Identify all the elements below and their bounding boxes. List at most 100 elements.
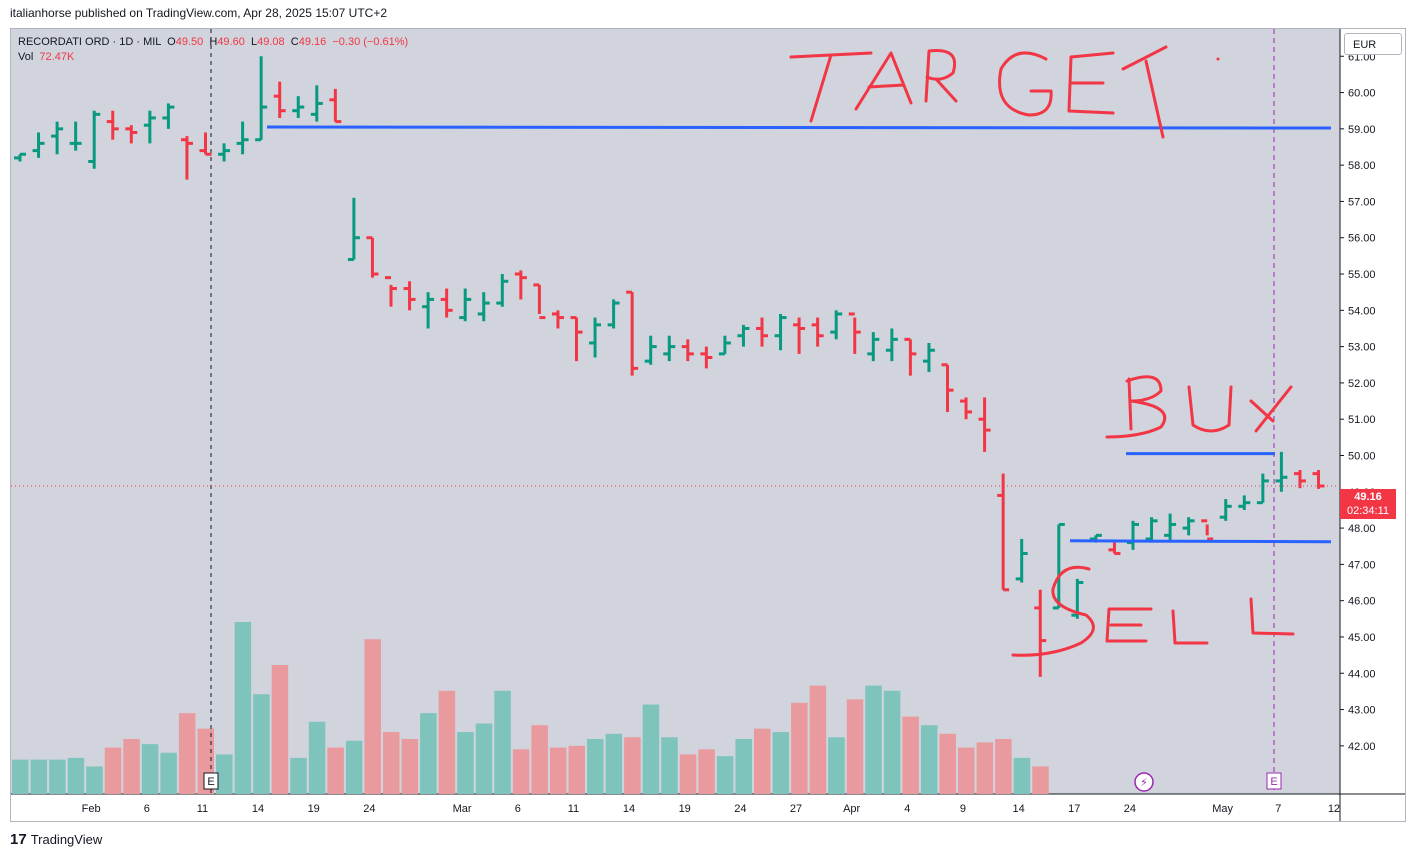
handwritten-target-text (789, 45, 1220, 139)
volume-bar (716, 756, 734, 794)
volume-bar (624, 737, 641, 794)
time-tick-label: May (1212, 803, 1233, 815)
volume-bar (512, 749, 530, 794)
ohlc-bar (514, 270, 527, 300)
ohlc-bar (607, 299, 620, 329)
volume-bar (345, 740, 363, 794)
time-tick-label: 17 (1068, 803, 1080, 815)
ohlc-bar (1293, 470, 1306, 489)
ohlc-bar (978, 397, 991, 452)
ohlc-bar (589, 317, 602, 358)
vol-value: 72.47K (39, 51, 75, 63)
time-tick-label: 6 (144, 803, 150, 815)
volume-bar (809, 685, 827, 794)
ohlc-bar (867, 332, 880, 362)
currency-button[interactable]: EUR (1344, 33, 1402, 55)
low-label: L (250, 36, 258, 48)
ohlc-bar (32, 132, 45, 158)
price-tick-label: 52.00 (1348, 378, 1376, 390)
volume-bar (86, 766, 103, 794)
ohlc-bar (1219, 499, 1232, 521)
volume-bar (1032, 766, 1049, 794)
handwritten-sell-text (1011, 565, 1295, 657)
vol-label: Vol (18, 51, 34, 63)
time-tick-label: 19 (679, 803, 691, 815)
volume-bar (995, 738, 1012, 794)
handwriting-dot (1216, 57, 1220, 61)
last-price-value: 49.16 (1354, 491, 1382, 503)
volume-bar (902, 716, 919, 794)
dividend-marker: ⚡ (1134, 772, 1154, 792)
earnings-marker-box (203, 772, 219, 790)
time-tick-label: 14 (252, 803, 264, 815)
tradingview-brand: TradingView (30, 832, 103, 847)
volume-bar (939, 733, 956, 794)
volume-bar (30, 759, 48, 794)
price-tick-label: 56.00 (1348, 233, 1376, 245)
ohlc-bar (533, 283, 546, 320)
legend-volume-row: Vol 72.47K (18, 50, 408, 65)
handwriting-stroke (789, 51, 873, 123)
price-tick-label: 53.00 (1348, 342, 1376, 354)
ohlc-bar (422, 292, 435, 329)
time-tick-label: 24 (1124, 803, 1136, 815)
high-label: H (209, 36, 218, 48)
ohlc-bar (199, 132, 212, 156)
ohlc-bar (88, 110, 101, 169)
ohlc-bar (756, 317, 768, 347)
time-tick-label: 24 (363, 803, 375, 815)
volume-bar (605, 733, 623, 794)
price-tick-label: 51.00 (1348, 414, 1376, 426)
volume-bar (420, 713, 437, 794)
handwriting-stroke (1171, 609, 1209, 645)
ohlc-bars (14, 56, 1325, 677)
ohlc-bar (551, 310, 564, 329)
earnings-marker: E (203, 772, 219, 790)
symbol-label[interactable]: RECORDATI ORD · 1D · MIL (18, 36, 162, 48)
last-price-tag: 49.16 02:34:11 (1340, 489, 1396, 519)
volume-bar (587, 738, 604, 794)
ohlc-bar (1182, 517, 1195, 536)
ohlc-bar (292, 96, 305, 118)
future-earnings-label: E (1270, 776, 1277, 788)
volume-bar (327, 747, 344, 794)
time-tick-label: 4 (904, 803, 910, 815)
handwriting-stroke (924, 48, 958, 103)
ohlc-bar (1127, 520, 1139, 550)
tradingview-logo[interactable]: 17 TradingView (10, 831, 102, 848)
ohlc-bar (663, 335, 676, 362)
price-chart[interactable]: EE⚡42.0043.0044.0045.0046.0047.0048.0049… (11, 29, 1405, 821)
ohlc-bar (774, 313, 787, 351)
symbol-legend: RECORDATI ORD · 1D · MIL O49.50 H49.60 L… (18, 35, 408, 65)
volume-bar (123, 738, 140, 794)
plot-background (11, 29, 1340, 794)
volume-bar (141, 744, 159, 794)
ohlc-bar (644, 335, 657, 365)
ohlc-bar (904, 337, 917, 376)
volume-bar (679, 754, 697, 794)
time-tick-label: 11 (568, 803, 579, 815)
ohlc-bar (1015, 538, 1028, 583)
volume-bar (958, 747, 975, 794)
volume-bar (791, 702, 808, 794)
time-tick-label: Feb (82, 803, 101, 815)
ohlc-bar (310, 85, 323, 122)
chart-frame[interactable]: EE⚡42.0043.0044.0045.0046.0047.0048.0049… (10, 28, 1406, 822)
volume-bar (549, 747, 567, 794)
volume-bar (865, 685, 882, 794)
volume-bar (457, 732, 474, 794)
volume-bar (49, 759, 66, 794)
ohlc-bar (180, 136, 193, 180)
ohlc-bar (570, 316, 583, 362)
volume-bar (920, 725, 938, 794)
volume-bar (828, 737, 845, 794)
close-value: 49.16 (298, 36, 327, 48)
price-axis-background (1340, 29, 1405, 821)
time-tick-label: 6 (515, 803, 521, 815)
volume-bar (383, 732, 400, 794)
volume-bar (846, 699, 864, 794)
lightning-icon: ⚡ (1140, 776, 1148, 789)
volume-bar (494, 690, 511, 794)
ohlc-bar (143, 110, 156, 144)
time-tick-label: 19 (308, 803, 320, 815)
